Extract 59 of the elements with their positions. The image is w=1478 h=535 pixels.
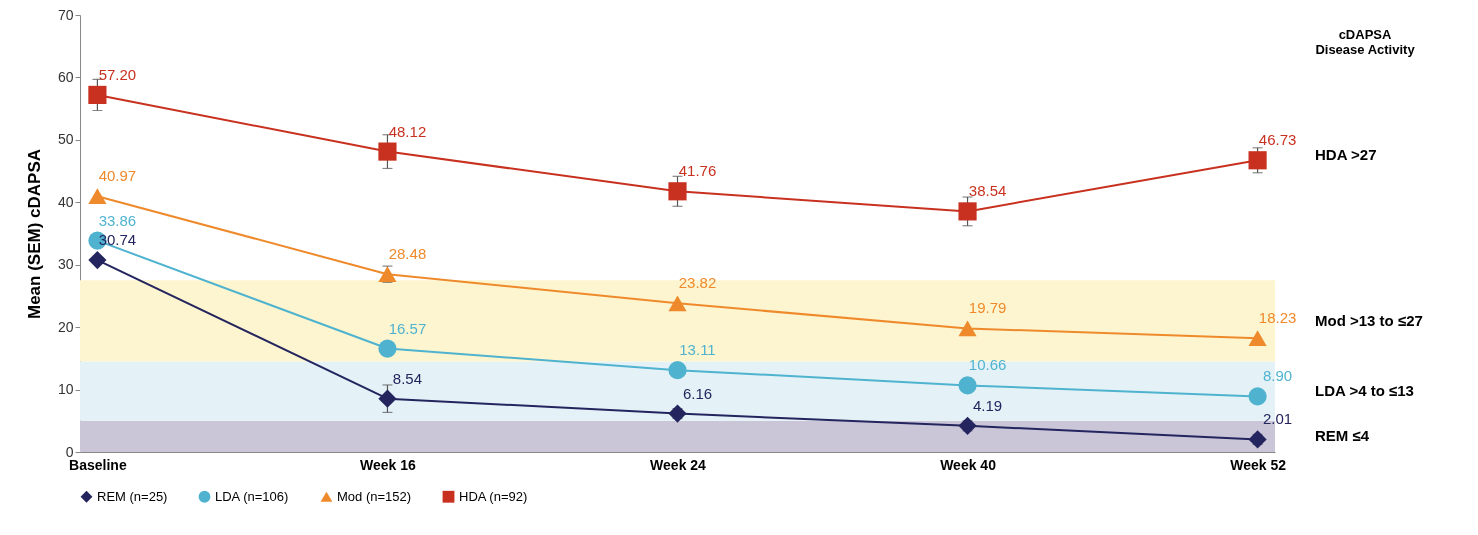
data-label: 48.12 (388, 122, 427, 140)
legend-label: LDA (n=106) (215, 488, 289, 504)
text: cDAPSA Disease Activity (1315, 27, 1416, 57)
point (668, 182, 687, 201)
point (378, 142, 397, 161)
data-label: 18.23 (1258, 309, 1297, 327)
y-tick-label: 50 (57, 131, 74, 148)
x-tick-label: Week 16 (360, 456, 417, 473)
data-label: 40.97 (98, 167, 137, 185)
point (1248, 387, 1267, 406)
data-label: 2.01 (1263, 410, 1293, 428)
point (378, 389, 397, 408)
point (88, 85, 107, 104)
point (1248, 430, 1267, 449)
point (958, 416, 977, 435)
data-label: 8.54 (392, 369, 423, 387)
y-tick-label: 30 (57, 256, 74, 273)
band-label: REM ≤4 (1315, 427, 1370, 445)
point (958, 202, 977, 221)
point (668, 361, 687, 380)
data-label: 4.19 (972, 396, 1003, 414)
data-label: 33.86 (98, 211, 137, 229)
point (668, 295, 687, 312)
data-label: 38.54 (968, 182, 1007, 200)
point (668, 404, 687, 423)
data-label: 19.79 (968, 299, 1007, 317)
data-label: 57.20 (98, 65, 137, 83)
y-tick-label: 10 (57, 381, 74, 398)
data-label: 16.57 (388, 319, 427, 337)
data-label: 10.66 (968, 356, 1007, 374)
band-label: Mod >13 to ≤27 (1315, 311, 1423, 329)
y-tick-label: 60 (57, 68, 74, 85)
x-tick-label: Week 52 (1230, 456, 1287, 473)
y-axis-title: Mean (SEM) cDAPSA (24, 148, 44, 320)
data-label: 8.90 (1263, 367, 1293, 385)
band-label: LDA >4 to ≤13 (1315, 382, 1414, 400)
point (958, 376, 977, 395)
text: HDA >27 (1315, 146, 1377, 163)
data-label: 41.76 (678, 162, 717, 180)
data-label: 13.11 (679, 341, 716, 359)
y-tick-label: 20 (57, 318, 74, 335)
legend-label: HDA (n=92) (459, 488, 528, 504)
data-label: 6.16 (682, 384, 713, 402)
data-label: 23.82 (678, 274, 717, 292)
point (1248, 330, 1267, 347)
x-tick-label: Week 40 (940, 456, 997, 473)
x-tick-label: Week 24 (650, 456, 707, 473)
y-tick-label: 70 (57, 6, 74, 23)
legend-label: Mod (n=152) (337, 488, 412, 504)
data-label: 28.48 (388, 245, 427, 263)
legend-label: REM (n=25) (97, 488, 168, 504)
point (958, 320, 977, 337)
point (378, 339, 397, 358)
point (1248, 151, 1267, 170)
point (88, 251, 107, 270)
point (378, 266, 397, 283)
data-label: 46.73 (1258, 131, 1297, 149)
point (88, 188, 107, 205)
y-tick-label: 40 (57, 193, 74, 210)
